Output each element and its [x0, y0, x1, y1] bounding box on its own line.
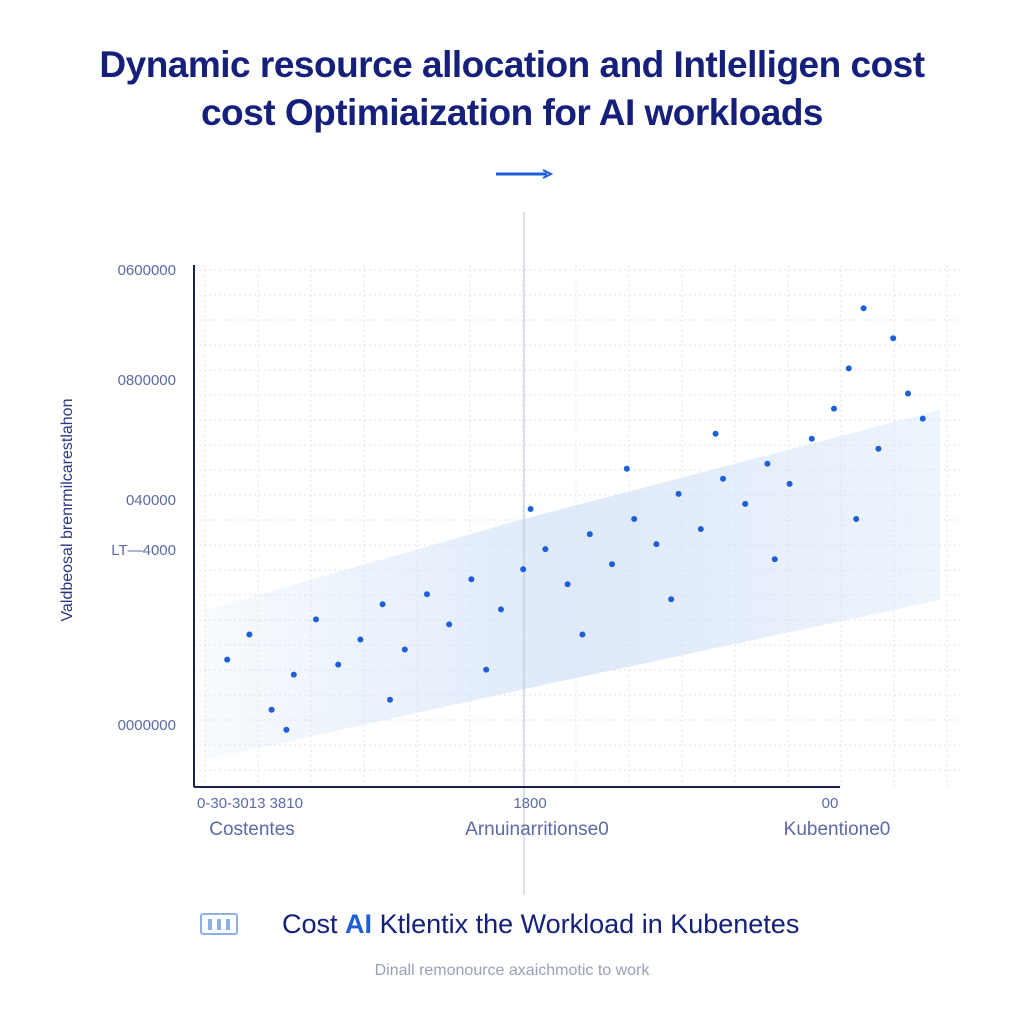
- data-point: [357, 636, 364, 643]
- data-point: [483, 666, 490, 673]
- x-category-label: Costentes: [209, 819, 295, 840]
- chart-title-line-2: cost Optimiaization for AI workloads: [200, 92, 824, 133]
- data-point: [771, 556, 778, 563]
- data-point: [224, 656, 231, 663]
- scatter-chart: 0600000 0800000 040000 LT—4000 0000000 V…: [59, 212, 960, 895]
- data-point: [313, 616, 319, 623]
- x-category-label: Kubentione0: [784, 819, 891, 840]
- data-point: [631, 516, 638, 522]
- legend-highlight: AI: [345, 908, 373, 939]
- data-point: [742, 500, 749, 507]
- data-point: [283, 726, 290, 733]
- data-point: [808, 435, 815, 442]
- x-category-label: Arnuinarritionse0: [465, 819, 609, 840]
- data-point: [697, 526, 704, 532]
- confidence-band: [205, 410, 940, 760]
- data-point: [579, 631, 586, 638]
- y-tick-label: 0800000: [118, 372, 176, 389]
- data-point: [712, 430, 719, 437]
- data-point: [468, 576, 475, 583]
- x-tick-label: 00: [822, 795, 839, 812]
- data-point: [335, 661, 342, 668]
- data-point: [498, 606, 504, 613]
- legend-label: Cost AI Ktlentix the Workload in Kubenet…: [282, 909, 799, 940]
- data-point: [764, 460, 771, 467]
- y-tick-label: 0600000: [118, 262, 176, 279]
- data-point: [290, 671, 297, 678]
- data-point: [623, 465, 630, 472]
- x-tick-label: 0-30-3013 3810: [197, 795, 303, 812]
- data-point: [527, 506, 534, 512]
- data-point: [786, 480, 793, 487]
- data-point: [564, 581, 571, 588]
- data-point: [668, 596, 675, 603]
- data-point: [401, 646, 408, 653]
- data-point: [520, 566, 527, 573]
- y-axis-title: Valdbeosal brenrmilcarestlahon: [59, 399, 76, 622]
- accent-arrow-icon: [496, 169, 554, 179]
- data-point: [905, 390, 911, 397]
- data-point: [446, 621, 453, 628]
- data-point: [919, 415, 926, 422]
- legend-prefix: Cost: [282, 908, 338, 939]
- data-point: [387, 696, 393, 703]
- legend-suffix: Ktlentix the Workload in Kubenetes: [379, 908, 800, 939]
- data-point: [853, 516, 860, 522]
- data-point: [653, 541, 660, 548]
- chart-title-line-1: Dynamic resource allocation and Intlelli…: [99, 44, 925, 85]
- data-point: [890, 335, 897, 342]
- data-point: [424, 591, 430, 598]
- y-tick-label: 040000: [126, 492, 176, 509]
- server-rack-icon: [200, 913, 238, 935]
- y-tick-label: 0000000: [118, 717, 176, 734]
- data-point: [860, 305, 867, 312]
- data-points: [224, 305, 926, 733]
- data-point: [379, 601, 386, 608]
- x-tick-label: 1800: [513, 795, 546, 812]
- footnote: Dinall remonource axaichmotic to work: [374, 962, 650, 979]
- data-point: [720, 475, 726, 482]
- data-point: [542, 546, 549, 553]
- data-point: [609, 561, 615, 568]
- data-point: [246, 631, 253, 638]
- data-point: [845, 365, 852, 372]
- data-point: [875, 445, 882, 452]
- data-point: [831, 405, 837, 412]
- legend: Cost AI Ktlentix the Workload in Kubenet…: [200, 904, 799, 944]
- data-point: [268, 706, 275, 713]
- data-point: [675, 490, 682, 497]
- data-point: [586, 531, 593, 538]
- y-tick-label: LT—4000: [111, 542, 176, 559]
